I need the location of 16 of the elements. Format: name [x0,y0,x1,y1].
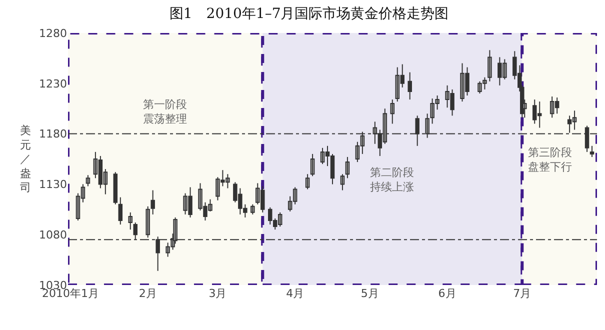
y-tick-label: 1230 [39,77,67,90]
y-tick-label: 1080 [39,228,67,242]
y-tick-label: 1280 [39,26,67,40]
band-label: 第一阶段震荡整理 [143,98,187,126]
y-axis-title: 美元／盎司 [20,124,31,194]
chart-title: 图1 2010年1–7月国际市场黄金价格走势图 [169,6,449,22]
y-tick-label: 1180 [39,128,67,141]
x-tick-label: 4月 [286,287,304,300]
x-tick-label: 2月 [138,287,157,300]
y-tick-label: 1130 [39,178,67,192]
x-tick-label: 3月 [208,287,227,300]
x-tick-label: 7月 [513,287,532,300]
band-label: 第三阶段盘整下行 [528,146,572,174]
band-label: 第二阶段持续上涨 [370,166,414,194]
x-tick-label: 5月 [360,287,379,300]
x-tick-label: 6月 [438,287,456,300]
